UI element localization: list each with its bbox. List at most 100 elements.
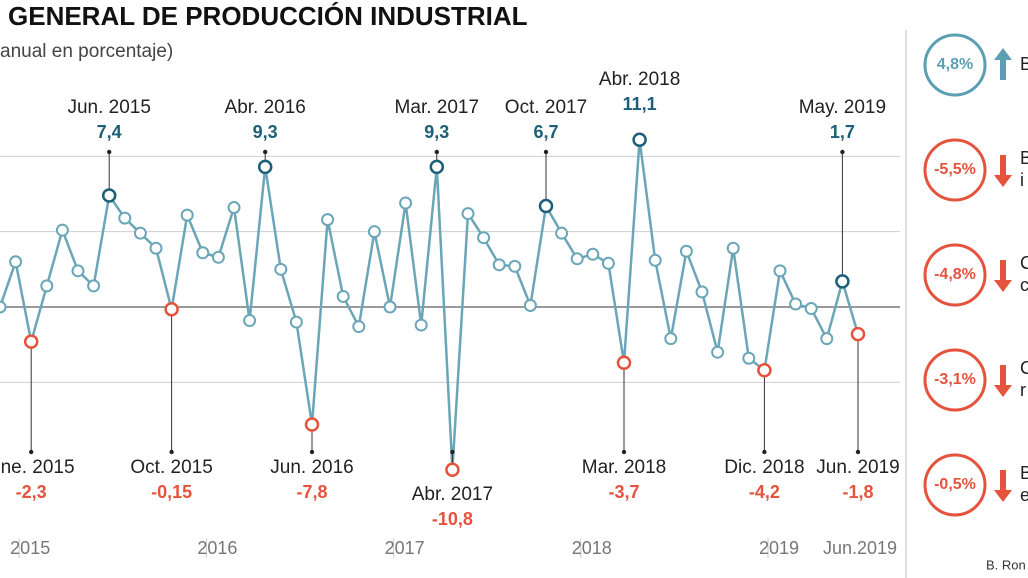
point xyxy=(429,159,445,175)
point xyxy=(118,211,132,225)
point-label: Ene. 2015 xyxy=(0,457,75,478)
point xyxy=(367,225,381,239)
badge xyxy=(923,243,987,307)
point xyxy=(742,351,756,365)
point xyxy=(399,196,413,210)
badge xyxy=(923,138,987,202)
value-label: -10,8 xyxy=(432,509,473,529)
point xyxy=(149,241,163,255)
value-label: 6,7 xyxy=(533,122,558,142)
leader-dot xyxy=(450,449,455,455)
point xyxy=(695,285,709,299)
x-tick-label: Jun.2019 xyxy=(823,538,897,558)
badge-value: -3,1% xyxy=(934,371,976,388)
point-label: Abr. 2017 xyxy=(412,484,493,505)
point xyxy=(461,207,475,221)
point-label: Mar. 2018 xyxy=(582,457,667,478)
x-tick-label: 2019 xyxy=(759,538,799,558)
point-label: Jun. 2019 xyxy=(816,457,899,478)
point-label: Mar. 2017 xyxy=(395,97,480,118)
badge-value: 4,8% xyxy=(937,56,973,73)
point xyxy=(55,223,69,237)
value-label: -2,3 xyxy=(16,482,47,502)
value-label: -0,15 xyxy=(151,482,192,502)
point xyxy=(648,253,662,267)
point xyxy=(632,132,647,148)
sidebar-text: B xyxy=(1020,54,1028,74)
point-label: Abr. 2016 xyxy=(225,97,306,118)
point xyxy=(87,279,101,293)
point xyxy=(601,256,615,270)
point xyxy=(164,302,179,317)
point xyxy=(616,355,632,370)
point xyxy=(555,226,569,240)
point xyxy=(445,462,460,477)
point xyxy=(274,262,288,276)
arrow xyxy=(994,365,1012,397)
point xyxy=(492,258,506,272)
value-label: -4,2 xyxy=(749,482,780,502)
point xyxy=(336,289,350,303)
point-label: Oct. 2015 xyxy=(130,457,212,478)
sidebar-text: C xyxy=(1020,253,1028,273)
point xyxy=(23,334,39,349)
point xyxy=(196,246,210,260)
point xyxy=(679,244,693,258)
chart-title: GENERAL DE PRODUCCIÓN INDUSTRIAL xyxy=(8,1,528,31)
x-tick-label: 2015 xyxy=(10,538,50,558)
point xyxy=(383,300,397,314)
point xyxy=(211,250,225,264)
point xyxy=(71,264,85,278)
point xyxy=(0,300,7,314)
point xyxy=(227,201,241,215)
value-label: -7,8 xyxy=(296,482,327,502)
arrow xyxy=(994,260,1012,292)
point xyxy=(820,332,834,346)
sidebar-text: e xyxy=(1020,485,1028,505)
point xyxy=(789,297,803,311)
point-label: Jun. 2016 xyxy=(270,457,353,478)
point xyxy=(133,226,147,240)
point xyxy=(101,188,117,203)
value-label: 1,7 xyxy=(830,122,855,142)
badge xyxy=(923,348,987,412)
point xyxy=(570,252,584,266)
leader-dot xyxy=(543,149,549,155)
leader-dot xyxy=(29,449,34,455)
point xyxy=(508,259,522,273)
point xyxy=(180,208,194,222)
point-label: Abr. 2018 xyxy=(599,69,680,90)
leader-dot xyxy=(855,449,861,455)
point xyxy=(804,302,818,316)
x-tick-label: 2017 xyxy=(385,538,425,558)
sidebar-text: c xyxy=(1020,275,1028,295)
point xyxy=(477,231,491,245)
arrow xyxy=(994,470,1012,502)
leader-dot xyxy=(263,149,268,155)
x-tick-label: 2018 xyxy=(572,538,612,558)
x-tick-label: 2016 xyxy=(197,538,237,558)
value-label: 9,3 xyxy=(253,122,278,142)
leader-dot xyxy=(107,149,112,155)
badge xyxy=(923,453,987,517)
point-label: Oct. 2017 xyxy=(505,97,587,118)
leader-dot xyxy=(434,149,439,155)
point xyxy=(711,345,725,359)
point xyxy=(726,241,740,255)
arrow xyxy=(994,155,1012,187)
value-label: -1,8 xyxy=(842,482,873,502)
point-label: May. 2019 xyxy=(799,97,886,118)
point xyxy=(257,159,273,175)
source: B. Ron xyxy=(986,557,1026,572)
badge-value: -0,5% xyxy=(934,476,976,493)
point xyxy=(40,279,54,293)
point-label: Jun. 2015 xyxy=(67,97,150,118)
point xyxy=(773,264,787,278)
point xyxy=(414,318,428,332)
point xyxy=(757,363,772,378)
sidebar-text: C xyxy=(1020,358,1028,378)
value-label: -3,7 xyxy=(608,482,639,502)
point xyxy=(835,274,850,289)
badge xyxy=(923,33,987,97)
